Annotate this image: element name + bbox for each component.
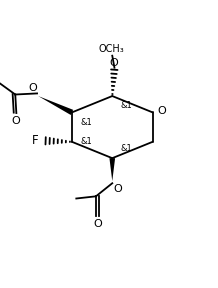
Text: O: O xyxy=(28,84,37,93)
Text: O: O xyxy=(109,58,118,68)
Text: &1: &1 xyxy=(81,137,92,147)
Polygon shape xyxy=(38,96,73,115)
Text: &1: &1 xyxy=(121,144,133,153)
Text: O: O xyxy=(94,219,102,229)
Text: &1: &1 xyxy=(121,101,133,111)
Text: &1: &1 xyxy=(81,118,92,127)
Text: O: O xyxy=(157,106,166,116)
Polygon shape xyxy=(109,158,115,181)
Text: O: O xyxy=(113,184,122,194)
Text: OCH₃: OCH₃ xyxy=(98,44,124,54)
Text: F: F xyxy=(32,134,39,147)
Text: O: O xyxy=(11,116,20,126)
